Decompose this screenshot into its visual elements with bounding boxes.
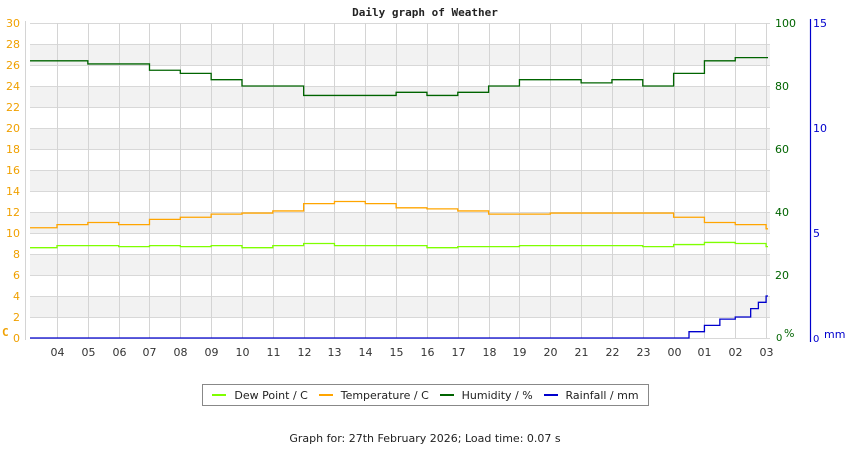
- series-line-dew: [30, 241, 768, 249]
- y-tick-label-c: 24: [6, 80, 20, 93]
- x-tick-label: 07: [143, 346, 157, 359]
- x-tick-label: 15: [390, 346, 404, 359]
- y-tick-label-humidity: 20: [775, 269, 789, 282]
- y-tick-label-c: 28: [6, 38, 20, 51]
- x-tick-label: 03: [760, 346, 774, 359]
- rainfall-swatch-icon: [543, 394, 558, 396]
- left-axis-unit: C: [2, 326, 9, 339]
- svg-text:0: 0: [813, 334, 819, 345]
- x-tick-label: 19: [513, 346, 527, 359]
- grid-band: [30, 86, 770, 107]
- x-tick-label: 04: [51, 346, 65, 359]
- x-tick-label: 11: [267, 346, 281, 359]
- legend-item-temperature: Temperature / C: [318, 388, 429, 402]
- humidity-axis-unit: %: [784, 327, 794, 340]
- x-tick-label: 17: [452, 346, 466, 359]
- y-tick-label-rainfall: 10: [813, 122, 827, 135]
- y-tick-label-c: 0: [13, 332, 20, 345]
- y-tick-label-humidity: 80: [775, 80, 789, 93]
- legend-label: Rainfall / mm: [565, 388, 639, 402]
- y-tick-label-c: 18: [6, 143, 20, 156]
- series-line-rainfall: [30, 295, 768, 339]
- legend: Dew Point / C Temperature / C Humidity /…: [202, 384, 649, 406]
- grid-band: [30, 296, 770, 317]
- x-tick-label: 02: [729, 346, 743, 359]
- y-tick-label-humidity: 60: [775, 143, 789, 156]
- legend-label: Temperature / C: [340, 388, 429, 402]
- legend-item-humidity: Humidity / %: [439, 388, 533, 402]
- y-tick-label-rainfall: 5: [813, 227, 820, 240]
- chart-title: Daily graph of Weather: [352, 6, 498, 19]
- legend-label: Humidity / %: [461, 388, 533, 402]
- y-tick-label-c: 12: [6, 206, 20, 219]
- x-tick-label: 09: [205, 346, 219, 359]
- x-tick-label: 08: [174, 346, 188, 359]
- legend-item-rainfall: Rainfall / mm: [543, 388, 639, 402]
- humidity-swatch-icon: [439, 394, 454, 396]
- y-tick-label-c: 20: [6, 122, 20, 135]
- temperature-swatch-icon: [318, 394, 333, 396]
- y-tick-label-c: 2: [13, 311, 20, 324]
- x-tick-label: 23: [637, 346, 651, 359]
- x-tick-label: 13: [328, 346, 342, 359]
- svg-text:0: 0: [776, 333, 782, 344]
- x-tick-label: 18: [483, 346, 497, 359]
- grid-band: [30, 212, 770, 233]
- x-tick-label: 00: [668, 346, 682, 359]
- x-tick-label: 01: [698, 346, 712, 359]
- y-tick-label-humidity: 100: [775, 17, 796, 30]
- y-tick-label-c: 14: [6, 185, 20, 198]
- x-tick-label: 05: [82, 346, 96, 359]
- graph-footer: Graph for: 27th February 2026; Load time…: [289, 432, 561, 445]
- dew-point-swatch-icon: [212, 394, 227, 396]
- weather-chart: 04 05 06 07 08 09 10 11 12 13 14 15 16 17 18 19 20 21 22 23…: [2, 17, 845, 359]
- x-tick-label: 16: [421, 346, 435, 359]
- x-tick-label: 21: [575, 346, 589, 359]
- x-tick-label: 22: [606, 346, 620, 359]
- series-line-temperature: [30, 200, 768, 230]
- y-tick-label-c: 4: [13, 290, 20, 303]
- y-tick-label-c: 10: [6, 227, 20, 240]
- grid-band: [30, 254, 770, 275]
- x-tick-label: 14: [359, 346, 373, 359]
- x-tick-label: 10: [236, 346, 250, 359]
- y-tick-label-humidity: 40: [775, 206, 789, 219]
- series-line-humidity: [30, 57, 768, 97]
- rainfall-axis-unit: mm: [824, 328, 845, 341]
- y-tick-label-c: 8: [13, 248, 20, 261]
- legend-item-dew-point: Dew Point / C: [212, 388, 308, 402]
- x-tick-label: 12: [298, 346, 312, 359]
- y-tick-label-rainfall: 15: [813, 17, 827, 30]
- y-tick-label-c: 16: [6, 164, 20, 177]
- grid-band: [30, 44, 770, 65]
- grid-band: [30, 170, 770, 191]
- legend-label: Dew Point / C: [234, 388, 308, 402]
- y-tick-label-c: 22: [6, 101, 20, 114]
- y-tick-label-c: 30: [6, 17, 20, 30]
- x-tick-label: 20: [544, 346, 558, 359]
- y-tick-label-c: 6: [13, 269, 20, 282]
- y-tick-label-c: 26: [6, 59, 20, 72]
- x-tick-label: 06: [113, 346, 127, 359]
- grid-band: [30, 128, 770, 149]
